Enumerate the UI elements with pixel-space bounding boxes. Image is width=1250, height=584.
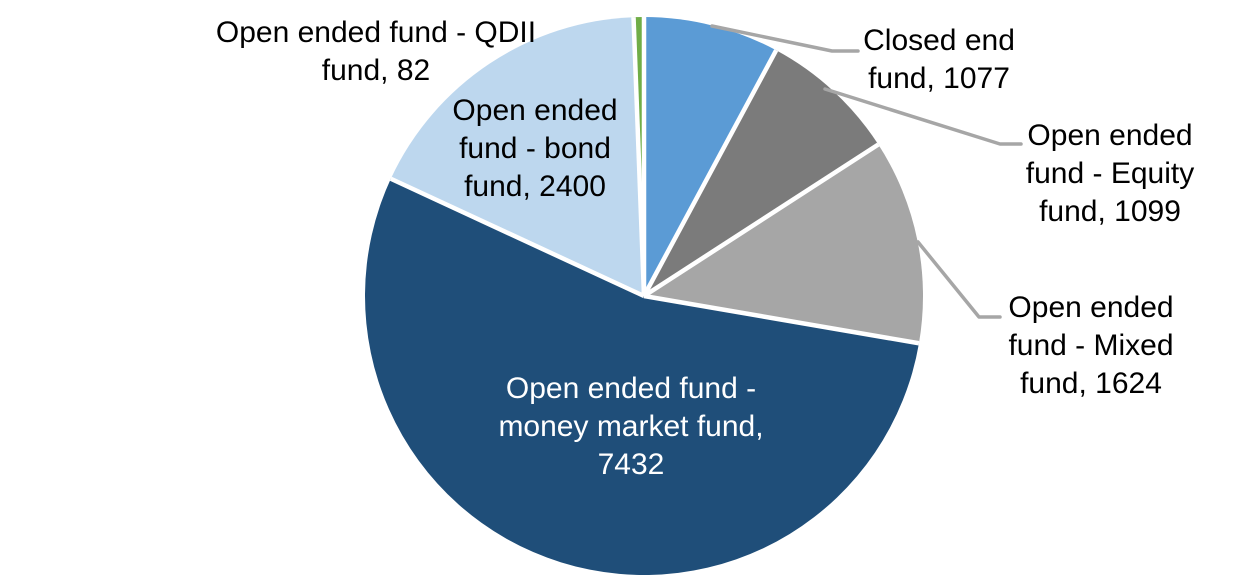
slice-separators <box>389 17 920 346</box>
data-label-line: 7432 <box>597 448 665 481</box>
leader-line-mixed-fund <box>916 240 1002 319</box>
slice-separator <box>642 142 880 298</box>
data-label-line: fund, 1077 <box>868 62 1010 95</box>
data-label-line: fund - bond <box>459 132 611 165</box>
slice-separator <box>631 17 647 297</box>
slice-separator <box>643 293 920 346</box>
data-label-line: Open ended fund - <box>505 372 757 405</box>
data-label-qdii-fund: Open ended fund - QDII fund, 82 <box>176 14 576 90</box>
leader-lines <box>710 24 1023 319</box>
data-label-line: money market fund, <box>498 410 764 443</box>
data-label-line: fund - Equity <box>1025 157 1195 190</box>
pie-slice-closed-end-fund <box>644 17 777 296</box>
pie-slice-open-ended-fund-money-market-fund <box>365 178 919 575</box>
data-label-line: fund - Mixed <box>1008 329 1174 362</box>
data-label-line: Open ended <box>1008 291 1174 324</box>
data-label-equity-fund: Open ended fund - Equity fund, 1099 <box>985 117 1235 231</box>
data-label-closed-end-fund: Closed end fund, 1077 <box>814 22 1064 98</box>
data-label-line: fund, 2400 <box>464 170 606 203</box>
data-label-line: Open ended <box>452 94 618 127</box>
slice-separator <box>389 176 645 299</box>
data-label-line: fund, 82 <box>321 54 431 87</box>
data-label-mixed-fund: Open ended fund - Mixed fund, 1624 <box>966 289 1216 403</box>
data-label-line: Open ended <box>1027 119 1193 152</box>
data-label-bond-fund: Open ended fund - bond fund, 2400 <box>385 92 685 206</box>
data-label-line: fund, 1624 <box>1020 367 1162 400</box>
data-label-money-market-fund: Open ended fund - money market fund, 743… <box>456 370 806 484</box>
pie-slices <box>365 17 923 575</box>
data-label-line: Open ended fund - QDII <box>215 16 537 49</box>
leader-line-equity-fund <box>823 87 1023 146</box>
pie-slice-open-ended-fund-equity-fund <box>644 50 879 297</box>
slice-separator <box>642 49 779 298</box>
data-label-line: Closed end <box>863 24 1015 57</box>
data-label-line: fund, 1099 <box>1039 195 1181 228</box>
leader-line-closed-end-fund <box>710 24 860 53</box>
pie-slice-open-ended-fund-mixed-fund <box>644 144 923 344</box>
pie-slice-open-ended-fund-bond-fund <box>390 17 644 297</box>
